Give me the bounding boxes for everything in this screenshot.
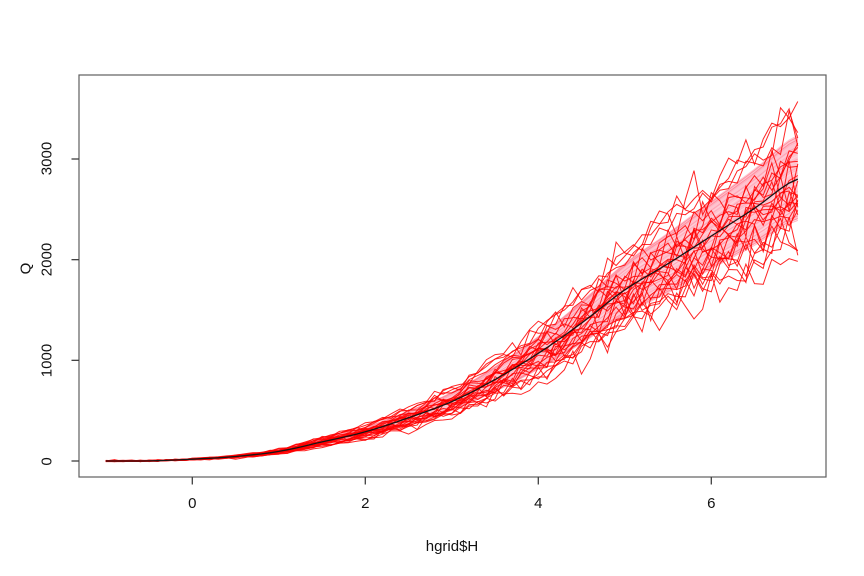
- band-curve: [105, 148, 799, 462]
- x-tick-label: 2: [361, 495, 370, 512]
- noisy-realization: [105, 217, 799, 462]
- band-curve: [105, 164, 799, 462]
- y-tick-label: 3000: [38, 142, 56, 176]
- noisy-realization: [105, 160, 799, 463]
- band-curve: [105, 135, 799, 462]
- y-axis-title: Q: [17, 262, 35, 275]
- x-tick-label: 0: [188, 495, 197, 512]
- plot-box: [78, 74, 827, 478]
- y-tick-label: 2000: [38, 242, 56, 277]
- noisy-realization: [105, 147, 799, 462]
- noisy-realization: [105, 160, 798, 462]
- median-curve: [105, 178, 799, 462]
- band-curve: [105, 148, 799, 462]
- band-curve: [105, 158, 799, 462]
- band-curve: [105, 160, 799, 462]
- x-axis-title: hgrid$H: [425, 538, 479, 555]
- y-tick-label: 0: [38, 456, 56, 466]
- x-tick-label: 6: [707, 495, 716, 512]
- y-tick-label: 1000: [38, 343, 56, 378]
- noisy-realization: [105, 160, 798, 463]
- noisy-realization: [105, 107, 799, 462]
- x-tick-label: 4: [534, 495, 543, 512]
- band-edge-curve: [105, 136, 799, 462]
- uncertainty-band: [105, 136, 798, 461]
